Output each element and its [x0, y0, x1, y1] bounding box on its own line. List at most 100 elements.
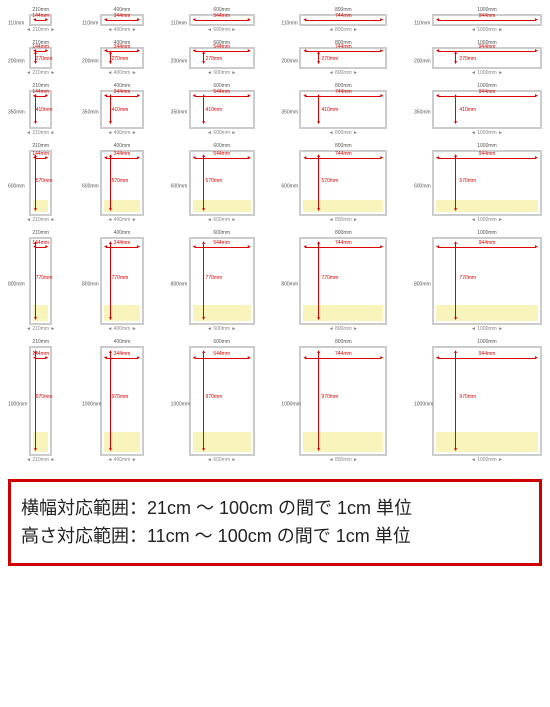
inner-height-arrow [203, 96, 204, 123]
outer-width-bottom-label: ◄ 800mm ► [329, 327, 358, 332]
diagram-cell: 1000mm944mm270mm200mm◄ 1000mm ► [432, 41, 542, 76]
footer-spec-box: 横幅対応範囲：21cm ～ 100cm の間で 1cm 単位 高さ対応範囲：11… [8, 479, 542, 567]
inner-width-label: 944mm [479, 14, 496, 19]
outer-width-bottom-label: ◄ 600mm ► [207, 327, 236, 332]
inner-height-arrow [35, 352, 36, 450]
outer-height-label: 350mm [414, 111, 430, 116]
inner-height-arrow [455, 156, 456, 210]
outer-width-label: 1000mm [477, 144, 496, 149]
inner-height-label: 570mm [459, 179, 476, 184]
inner-height-label: 570mm [112, 179, 129, 184]
outer-height-label: 1000mm [8, 402, 24, 407]
inner-width-label: 744mm [335, 90, 352, 95]
inner-height-label: 770mm [321, 276, 338, 281]
outer-height-label: 200mm [82, 60, 98, 65]
diagram-cell: 210mm144mm770mm800mm◄ 210mm ► [26, 231, 55, 332]
frame: 344mm770mm [100, 237, 144, 325]
outer-width-label: 800mm [335, 144, 352, 149]
inner-height-label: 410mm [321, 108, 338, 113]
diagram-cell: 800mm744mm110mm◄ 800mm ► [299, 8, 387, 33]
inner-height-label: 570mm [206, 179, 223, 184]
outer-width-bottom-label: ◄ 1000mm ► [471, 71, 503, 76]
grid-row: 210mm144mm570mm600mm◄ 210mm ►400mm344mm5… [8, 144, 542, 223]
inner-height-label: 970mm [459, 395, 476, 400]
outer-width-label: 600mm [213, 144, 230, 149]
inner-height-arrow [318, 352, 319, 450]
diagram-cell: 1000mm944mm410mm350mm◄ 1000mm ► [432, 84, 542, 136]
outer-height-label: 350mm [8, 111, 24, 116]
inner-width-arrow [438, 358, 536, 359]
inner-width-arrow [35, 247, 46, 248]
outer-height-label: 600mm [414, 184, 430, 189]
grid-row: 210mm144mm110mm◄ 210mm ►400mm344mm110mm◄… [8, 8, 542, 33]
outer-width-bottom-label: ◄ 400mm ► [107, 327, 136, 332]
diagram-cell: 800mm744mm770mm800mm◄ 800mm ► [299, 231, 387, 332]
inner-width-arrow [106, 20, 138, 21]
outer-height-label: 800mm [171, 282, 187, 287]
inner-width-label: 344mm [114, 45, 131, 50]
inner-height-label: 970mm [321, 395, 338, 400]
outer-width-bottom-label: ◄ 800mm ► [329, 71, 358, 76]
outer-height-label: 1000mm [281, 402, 297, 407]
inner-height-arrow [455, 96, 456, 123]
inner-height-label: 410mm [112, 108, 129, 113]
outer-height-label: 200mm [414, 60, 430, 65]
outer-width-bottom-label: ◄ 600mm ► [207, 71, 236, 76]
inner-width-label: 544mm [213, 352, 230, 357]
inner-width-label: 144mm [32, 14, 49, 19]
diagram-cell: 1000mm944mm770mm800mm◄ 1000mm ► [432, 231, 542, 332]
diagram-cell: 600mm544mm110mm◄ 600mm ► [189, 8, 255, 33]
inner-height-arrow [203, 243, 204, 319]
inner-height-label: 270mm [206, 57, 223, 62]
inner-width-label: 544mm [213, 14, 230, 19]
diagram-cell: 600mm544mm970mm1000mm◄ 600mm ► [189, 340, 255, 463]
outer-height-label: 800mm [82, 282, 98, 287]
inner-width-arrow [35, 20, 46, 21]
inner-height-label: 570mm [321, 179, 338, 184]
diagram-cell: 210mm144mm410mm350mm◄ 210mm ► [26, 84, 55, 136]
frame: 344mm 570mm [100, 150, 144, 216]
frame: 144mm [29, 14, 52, 26]
outer-height-label: 110mm [281, 22, 297, 27]
outer-width-label: 210mm [32, 340, 49, 345]
diagram-cell: 1000mm944mm570mm600mm◄ 1000mm ► [432, 144, 542, 223]
outer-width-bottom-label: ◄ 600mm ► [207, 28, 236, 33]
inner-width-label: 344mm [114, 14, 131, 19]
frame: 944mm570mm [432, 150, 542, 216]
outer-width-bottom-label: ◄ 1000mm ► [471, 131, 503, 136]
frame: 744mm 410mm [299, 90, 387, 129]
outer-width-label: 210mm [32, 231, 49, 236]
diagram-cell: 600mm544mm770mm800mm◄ 600mm ► [189, 231, 255, 332]
diagram-cell: 210mm144mm110mm◄ 210mm ► [26, 8, 55, 33]
frame: 344mm [100, 14, 144, 26]
inner-height-arrow [318, 53, 319, 63]
inner-width-arrow [438, 247, 536, 248]
inner-width-label: 944mm [479, 90, 496, 95]
frame: 744mm770mm [299, 237, 387, 325]
panel-fill [436, 200, 538, 212]
outer-width-bottom-label: ◄ 400mm ► [107, 218, 136, 223]
inner-width-label: 744mm [335, 352, 352, 357]
inner-height-arrow [455, 53, 456, 63]
diagram-cell: 800mm744mm410mm350mm◄ 800mm ► [299, 84, 387, 136]
outer-width-bottom-label: ◄ 210mm ► [26, 131, 55, 136]
inner-height-label: 410mm [206, 108, 223, 113]
inner-width-label: 344mm [114, 152, 131, 157]
panel-fill [436, 305, 538, 321]
frame: 344mm410mm [100, 90, 144, 129]
inner-height-label: 270mm [321, 57, 338, 62]
inner-height-label: 410mm [36, 108, 53, 113]
frame: 544mm410mm [189, 90, 255, 129]
frame: 944mm970mm [432, 346, 542, 456]
outer-height-label: 110mm [171, 22, 187, 27]
inner-height-arrow [203, 53, 204, 63]
inner-height-label: 970mm [206, 395, 223, 400]
inner-width-label: 344mm [114, 352, 131, 357]
inner-width-arrow [305, 247, 381, 248]
inner-width-label: 744mm [335, 14, 352, 19]
frame: 544mm270mm [189, 47, 255, 69]
outer-width-bottom-label: ◄ 800mm ► [329, 458, 358, 463]
inner-height-label: 570mm [36, 179, 53, 184]
inner-width-arrow [195, 20, 249, 21]
inner-height-arrow [455, 243, 456, 319]
